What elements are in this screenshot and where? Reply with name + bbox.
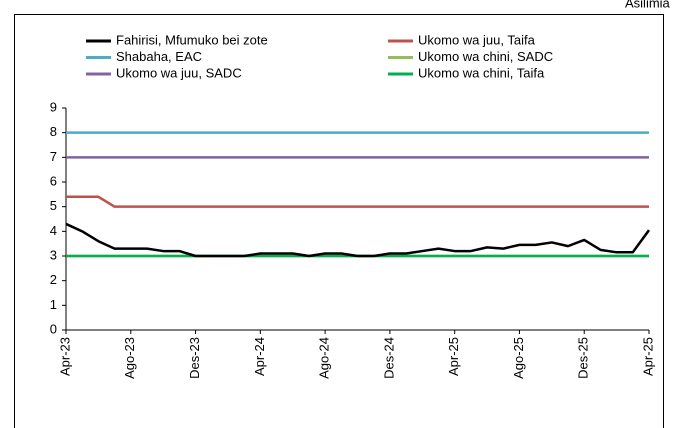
x-tick-label: Ago-25 [511, 337, 526, 379]
legend-label: Ukomo wa juu, Taifa [418, 32, 536, 47]
y-tick-label: 9 [50, 99, 57, 114]
legend-label: Fahirisi, Mfumuko bei zote [116, 32, 268, 47]
x-tick-label: Apr-24 [252, 337, 267, 376]
y-tick-label: 6 [50, 173, 57, 188]
x-tick-label: Des-24 [381, 337, 396, 379]
y-tick-label: 1 [50, 297, 57, 312]
y-tick-label: 5 [50, 198, 57, 213]
legend-label: Ukomo wa juu, SADC [116, 65, 242, 80]
x-tick-label: Apr-25 [640, 337, 655, 376]
series-line [66, 195, 649, 208]
y-tick-label: 3 [50, 247, 57, 262]
x-tick-label: Ago-23 [122, 337, 137, 379]
chart-frame [14, 14, 664, 428]
x-tick-label: Apr-25 [446, 337, 461, 376]
legend-label: Ukomo wa chini, Taifa [418, 65, 545, 80]
y-tick-label: 7 [50, 149, 57, 164]
legend-label: Ukomo wa chini, SADC [418, 49, 553, 64]
y-tick-label: 4 [50, 223, 57, 238]
x-tick-label: Apr-23 [57, 337, 72, 376]
x-tick-label: Des-23 [187, 337, 202, 379]
y-tick-label: 0 [50, 321, 57, 336]
series-line [65, 222, 651, 258]
y-tick-label: 8 [50, 124, 57, 139]
x-tick-label: Des-25 [576, 337, 591, 379]
legend-label: Shabaha, EAC [116, 49, 202, 64]
x-tick-label: Ago-24 [317, 337, 332, 379]
unit-label: Asilimia [625, 0, 671, 10]
y-tick-label: 2 [50, 272, 57, 287]
